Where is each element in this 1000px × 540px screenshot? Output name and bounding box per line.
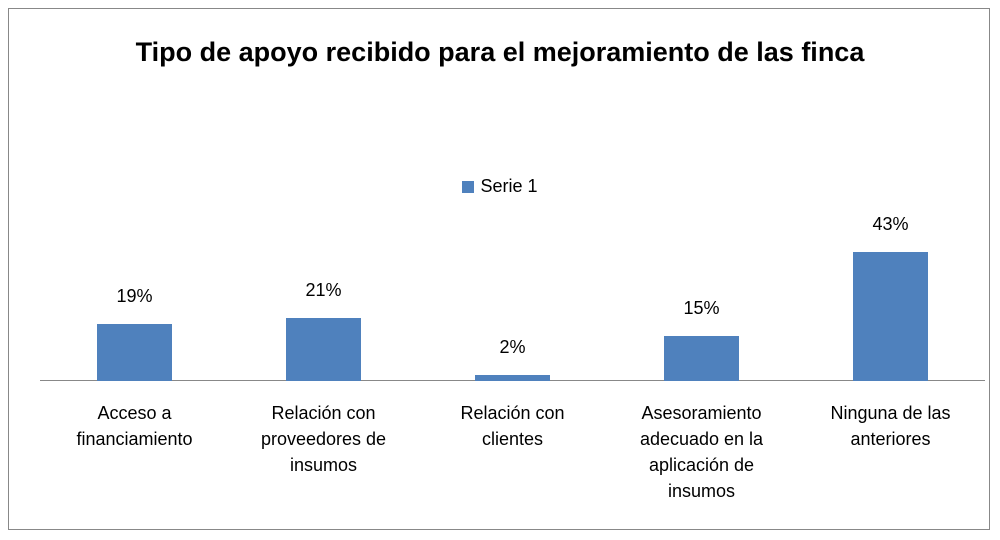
- bar: [475, 375, 550, 381]
- chart-title: Tipo de apoyo recibido para el mejoramie…: [135, 37, 865, 67]
- x-tick-label: Asesoramiento adecuado en la aplicación …: [639, 403, 764, 501]
- x-tick-label: Acceso a financiamiento: [76, 403, 193, 449]
- bar: [853, 252, 928, 381]
- value-label: 15%: [683, 298, 720, 318]
- chart-frame: [8, 8, 990, 530]
- x-tick-label: Ninguna de las anteriores: [830, 403, 951, 449]
- x-tick-label: Relación con clientes: [460, 403, 565, 449]
- value-label: 2%: [499, 337, 526, 357]
- value-label: 43%: [872, 214, 909, 234]
- bar: [97, 324, 172, 381]
- value-label: 19%: [116, 286, 153, 306]
- x-tick-label: Relación con proveedores de insumos: [260, 403, 387, 475]
- bar: [664, 336, 739, 381]
- value-label: 21%: [305, 280, 342, 300]
- bar: [286, 318, 361, 381]
- legend-swatch: [462, 180, 475, 193]
- legend-label: Serie 1: [480, 176, 538, 196]
- legend: Serie 1: [0, 176, 1000, 197]
